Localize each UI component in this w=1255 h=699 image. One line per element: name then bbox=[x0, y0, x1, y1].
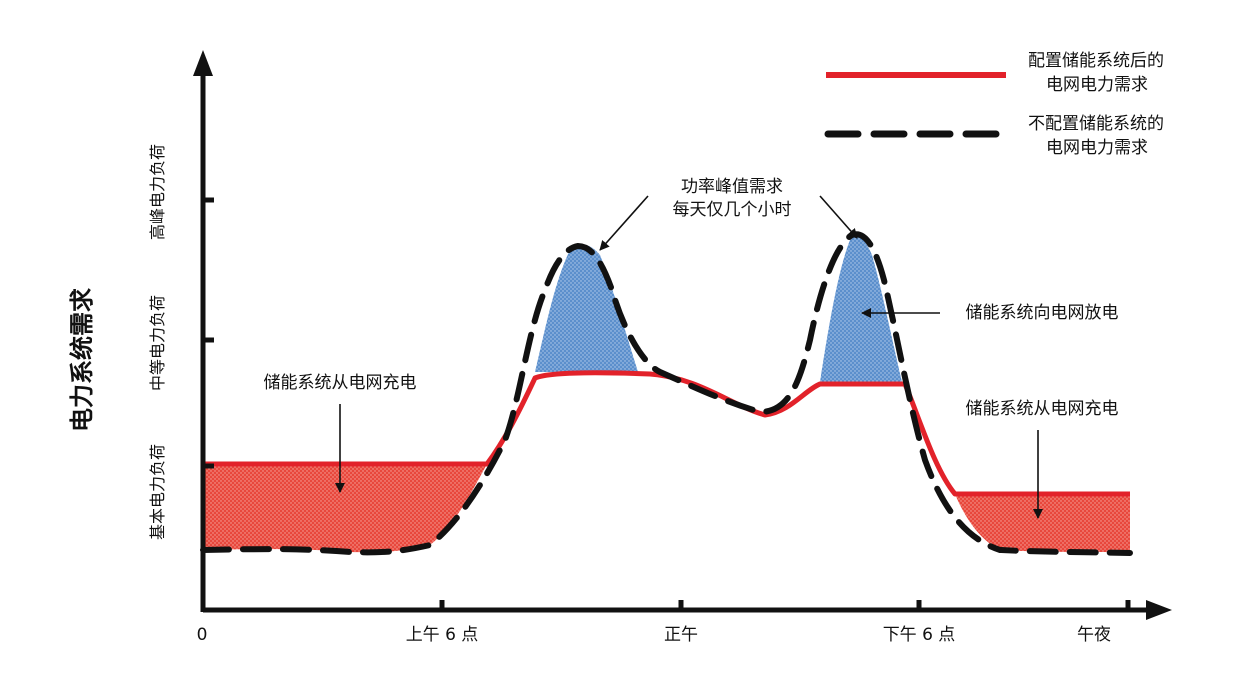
annotation-charge-left: 储能系统从电网充电 bbox=[264, 373, 417, 393]
annotation-discharge: 储能系统向电网放电 bbox=[966, 303, 1119, 323]
y-band-label-peak: 高峰电力负荷 bbox=[148, 144, 167, 240]
x-tick-label: 午夜 bbox=[1077, 625, 1111, 645]
arrow-peak-right bbox=[819, 195, 858, 239]
grid-demand-without-storage-line bbox=[200, 231, 1133, 556]
x-tick-label: 上午 6 点 bbox=[406, 625, 479, 645]
legend-label-with-storage-line2: 电网电力需求 bbox=[1046, 75, 1148, 95]
x-tick-label: 正午 bbox=[664, 625, 698, 645]
y-axis-title: 电力系统需求 bbox=[68, 288, 96, 432]
charge-area-right bbox=[955, 494, 1130, 552]
x-tick-label: 下午 6 点 bbox=[883, 625, 956, 645]
discharge-area-left bbox=[535, 244, 638, 372]
charge-area-left bbox=[203, 464, 487, 553]
grid-demand-with-storage-line bbox=[203, 370, 1130, 497]
annotation-charge-right: 储能系统从电网充电 bbox=[966, 399, 1119, 419]
annotation-peak-line1: 功率峰值需求 bbox=[681, 177, 783, 197]
x-axis-arrow-icon bbox=[1146, 600, 1172, 620]
y-axis-arrow-icon bbox=[193, 50, 213, 76]
x-tick-label: 0 bbox=[197, 625, 208, 645]
annotation-peak-line2: 每天仅几个小时 bbox=[673, 200, 792, 220]
y-band-label-mid: 中等电力负荷 bbox=[148, 295, 167, 391]
legend-label-without-storage-line1: 不配置储能系统的 bbox=[1028, 114, 1164, 134]
legend-label-with-storage-line1: 配置储能系统后的 bbox=[1028, 51, 1164, 71]
y-band-label-base: 基本电力负荷 bbox=[148, 444, 167, 540]
legend-label-without-storage-line2: 电网电力需求 bbox=[1046, 138, 1148, 158]
arrow-peak-left bbox=[599, 195, 649, 251]
